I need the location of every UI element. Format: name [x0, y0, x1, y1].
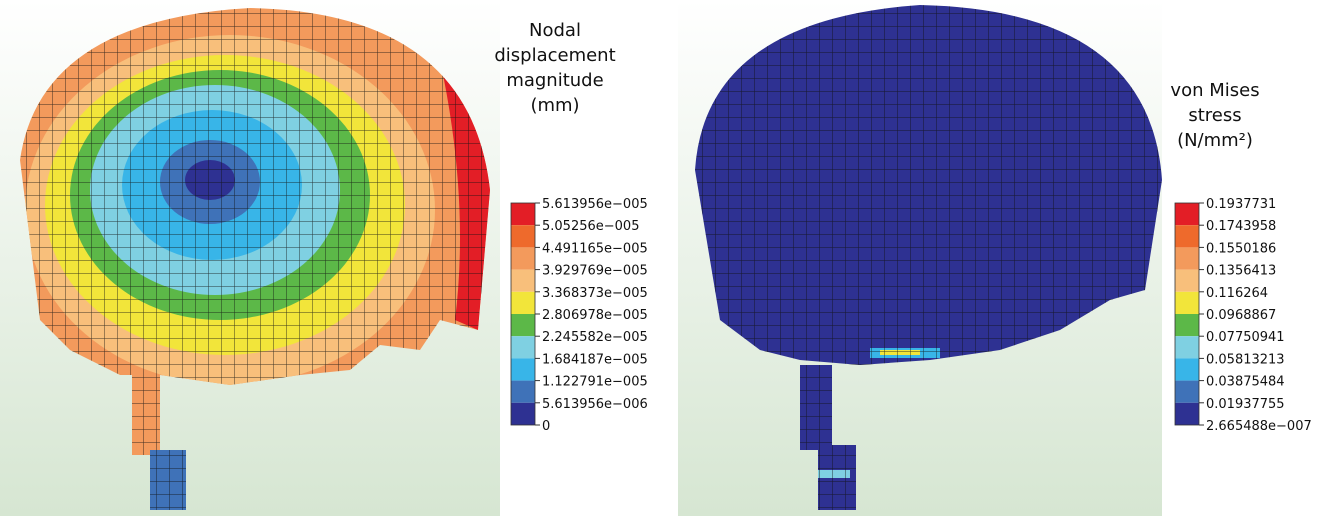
colorbar-label: 0.07750941 — [1206, 330, 1285, 345]
colorbar-label: 3.929769e−005 — [542, 264, 648, 279]
colorbar-label: 5.613956e−005 — [542, 197, 648, 212]
colorbar-segment — [511, 247, 535, 269]
colorbar-label: 0.03875484 — [1206, 375, 1285, 390]
legend-title: (N/mm²) — [1177, 130, 1253, 151]
colorbar-segment — [1175, 270, 1199, 292]
colorbar-segment — [511, 203, 535, 225]
legend-title: displacement — [494, 45, 615, 66]
colorbar-label: 0 — [542, 419, 550, 434]
colorbar-segment — [1175, 314, 1199, 336]
figure: Nodal displacement magnitude (mm) 5.613956e−… — [0, 0, 1339, 516]
colorbar-label: 5.613956e−006 — [542, 397, 648, 412]
colorbar-label: 0.01937755 — [1206, 397, 1285, 412]
colorbar-label: 1.122791e−005 — [542, 375, 648, 390]
colorbar-label: 1.684187e−005 — [542, 352, 648, 367]
legend-title: magnitude — [506, 70, 603, 91]
colorbar-label: 0.1550186 — [1206, 241, 1276, 256]
legend-title: stress — [1188, 105, 1241, 126]
colorbar-label: 5.05256e−005 — [542, 219, 639, 234]
legend-title: Nodal — [529, 20, 581, 41]
legend-title: (mm) — [530, 95, 579, 116]
colorbar-segment — [511, 358, 535, 380]
colorbar-segment — [511, 292, 535, 314]
colorbar-segment — [1175, 336, 1199, 358]
colorbar-label: 0.05813213 — [1206, 352, 1285, 367]
colorbar-label: 2.665488e−007 — [1206, 419, 1312, 434]
colorbar-segment — [511, 225, 535, 247]
colorbar-label: 0.0968867 — [1206, 308, 1276, 323]
colorbar-segment — [1175, 203, 1199, 225]
colorbar-segment — [1175, 225, 1199, 247]
colorbar-segment — [1175, 292, 1199, 314]
colorbar-segment — [511, 381, 535, 403]
colorbar-label: 4.491165e−005 — [542, 241, 648, 256]
colorbar-label: 3.368373e−005 — [542, 286, 648, 301]
colorbar-label: 0.1743958 — [1206, 219, 1276, 234]
colorbar-label: 2.245582e−005 — [542, 330, 648, 345]
colorbar-segment — [1175, 247, 1199, 269]
colorbar-label: 0.116264 — [1206, 286, 1268, 301]
colorbar-segment — [511, 403, 535, 425]
colorbar-segment — [511, 270, 535, 292]
colorbar-segment — [1175, 381, 1199, 403]
colorbar-segment — [1175, 358, 1199, 380]
legend-title: von Mises — [1170, 80, 1259, 101]
colorbar-segment — [511, 314, 535, 336]
colorbar-label: 0.1937731 — [1206, 197, 1276, 212]
colorbar-segment — [1175, 403, 1199, 425]
colorbar-label: 2.806978e−005 — [542, 308, 648, 323]
colorbar-segment — [511, 336, 535, 358]
colorbar-label: 0.1356413 — [1206, 264, 1276, 279]
